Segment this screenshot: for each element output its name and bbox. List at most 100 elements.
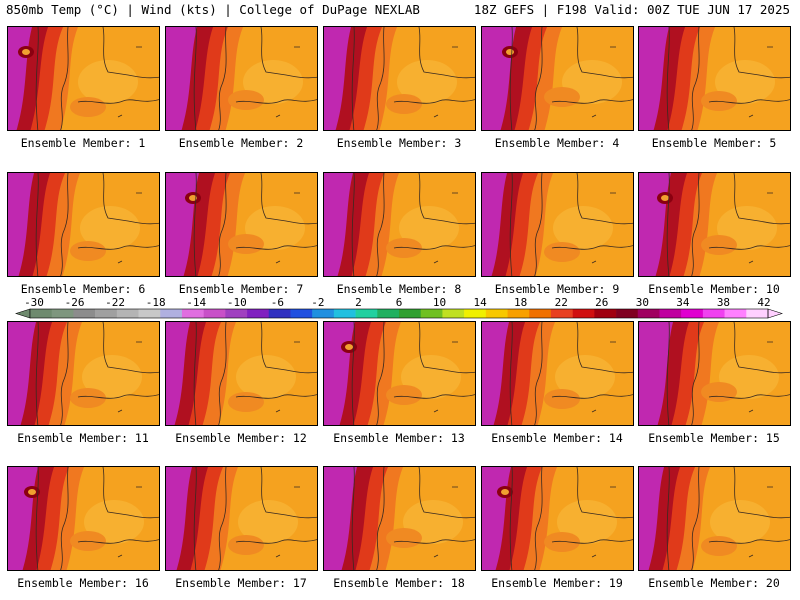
colorbar-tick-label: -2: [311, 296, 325, 309]
colorbar-segment: [181, 309, 204, 318]
temperature-map: [324, 173, 475, 276]
colorbar-tick-label: 30: [635, 296, 649, 309]
colorbar-segment: [73, 309, 96, 318]
temperature-map: [8, 173, 159, 276]
ensemble-panel-8: [323, 172, 476, 277]
temperature-map: [324, 467, 475, 570]
ensemble-member-label: Ensemble Member: 5: [651, 136, 777, 150]
temperature-map: [166, 322, 317, 425]
colorbar-segment: [116, 309, 139, 318]
colorbar-segment: [268, 309, 291, 318]
colorbar-left-arrow: [15, 308, 31, 319]
temperature-map: [639, 173, 790, 276]
ensemble-member-label: Ensemble Member: 7: [178, 282, 304, 296]
valid-time: 18Z GEFS | F198 Valid: 00Z TUE JUN 17 20…: [473, 2, 790, 17]
ensemble-panel-12: [165, 321, 318, 426]
colorbar-segment: [95, 309, 118, 318]
colorbar-segment: [399, 309, 422, 318]
temperature-map: [324, 27, 475, 130]
colorbar-segment: [485, 309, 508, 318]
colorbar-tick-label: 42: [757, 296, 771, 309]
colorbar-segment: [333, 309, 356, 318]
colorbar-right-arrow: [767, 308, 783, 319]
colorbar-segment: [681, 309, 704, 318]
colorbar-tick-label: -14: [186, 296, 207, 309]
colorbar-tick-label: 26: [595, 296, 609, 309]
ensemble-panel-5: [638, 26, 791, 131]
temperature-map: [8, 467, 159, 570]
colorbar-tick-label: 14: [473, 296, 487, 309]
colorbar-segment: [442, 309, 465, 318]
colorbar-tick-label: -6: [270, 296, 284, 309]
colorbar-tick-label: 2: [355, 296, 362, 309]
temperature-map: [482, 27, 633, 130]
colorbar-segment: [290, 309, 313, 318]
ensemble-member-label: Ensemble Member: 16: [17, 576, 149, 590]
colorbar-tick-label: -30: [24, 296, 44, 309]
colorbar-tick-label: 6: [395, 296, 403, 309]
ensemble-member-label: Ensemble Member: 2: [178, 136, 304, 150]
colorbar-tick-label: 18: [514, 296, 528, 309]
colorbar-tick-label: 38: [716, 296, 731, 309]
colorbar-segment: [550, 309, 573, 318]
colorbar-segment: [529, 309, 552, 318]
colorbar-segment: [203, 309, 226, 318]
temperature-map: [8, 27, 159, 130]
ensemble-panel-19: [481, 466, 634, 571]
ensemble-panel-3: [323, 26, 476, 131]
ensemble-panel-1: [7, 26, 160, 131]
temperature-map: [166, 27, 317, 130]
colorbar-segment: [724, 309, 747, 318]
ensemble-member-label: Ensemble Member: 8: [336, 282, 462, 296]
colorbar-segment: [420, 309, 443, 318]
ensemble-panel-15: [638, 321, 791, 426]
colorbar-segment: [746, 309, 769, 318]
ensemble-panel-16: [7, 466, 160, 571]
ensemble-member-label: Ensemble Member: 14: [491, 431, 623, 445]
colorbar-segment: [225, 309, 248, 318]
ensemble-panel-4: [481, 26, 634, 131]
colorbar-segment: [616, 309, 639, 318]
colorbar-tick-label: -26: [64, 296, 85, 309]
temperature-map: [8, 322, 159, 425]
colorbar-segment: [138, 309, 161, 318]
map-title: 850mb Temp (°C) | Wind (kts) | College o…: [6, 2, 420, 17]
ensemble-panel-18: [323, 466, 476, 571]
colorbar-segment: [30, 309, 53, 318]
ensemble-member-label: Ensemble Member: 20: [648, 576, 780, 590]
colorbar-scale: [15, 308, 783, 319]
ensemble-member-label: Ensemble Member: 19: [491, 576, 623, 590]
temperature-map: [166, 173, 317, 276]
temperature-map: [639, 322, 790, 425]
ensemble-member-label: Ensemble Member: 15: [648, 431, 780, 445]
temperature-map: [482, 322, 633, 425]
temperature-map: [482, 173, 633, 276]
colorbar-segment: [572, 309, 595, 318]
colorbar-segment: [51, 309, 74, 318]
colorbar-segment: [464, 309, 487, 318]
ensemble-panel-10: [638, 172, 791, 277]
colorbar-segment: [355, 309, 378, 318]
colorbar-segment: [659, 309, 682, 318]
ensemble-member-label: Ensemble Member: 9: [494, 282, 620, 296]
colorbar-tick-label: 22: [554, 296, 568, 309]
ensemble-panel-14: [481, 321, 634, 426]
ensemble-member-label: Ensemble Member: 17: [175, 576, 307, 590]
ensemble-member-label: Ensemble Member: 11: [17, 431, 149, 445]
temperature-map: [639, 27, 790, 130]
colorbar-tick-label: 34: [676, 296, 690, 309]
colorbar-segment: [507, 309, 530, 318]
ensemble-panel-20: [638, 466, 791, 571]
colorbar: -30 -26 -22 -18 -14 -10 -6 -2 2 6 10 14 18 22 26 30 34 38…: [0, 296, 800, 320]
ensemble-member-label: Ensemble Member: 13: [333, 431, 465, 445]
temperature-map: [166, 467, 317, 570]
colorbar-segment: [637, 309, 660, 318]
colorbar-segment: [594, 309, 617, 318]
colorbar-segment: [312, 309, 335, 318]
colorbar-segment: [702, 309, 725, 318]
colorbar-segment: [160, 309, 183, 318]
colorbar-tick-label: -10: [226, 296, 247, 309]
ensemble-member-label: Ensemble Member: 3: [336, 136, 462, 150]
ensemble-member-label: Ensemble Member: 10: [648, 282, 780, 296]
ensemble-panel-11: [7, 321, 160, 426]
